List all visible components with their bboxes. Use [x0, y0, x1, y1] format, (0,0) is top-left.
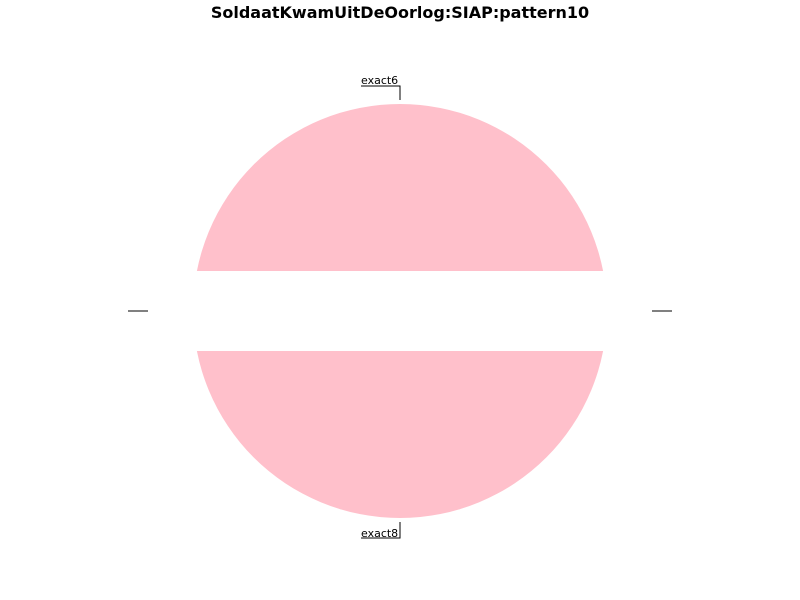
- slice-label: exact6: [361, 74, 398, 87]
- pie-labels: exact6 exact8: [128, 74, 672, 540]
- leader-line: [361, 522, 401, 539]
- slice-gap: [191, 271, 609, 351]
- pie-slices: [191, 104, 609, 518]
- pie-slice-exact6: [193, 104, 607, 311]
- slice-label: exact8: [361, 527, 398, 540]
- pie-slice-exact8: [193, 311, 607, 518]
- leader-line: [361, 85, 401, 100]
- chart-title: SoldaatKwamUitDeOorlog:SIAP:pattern10: [210, 3, 590, 22]
